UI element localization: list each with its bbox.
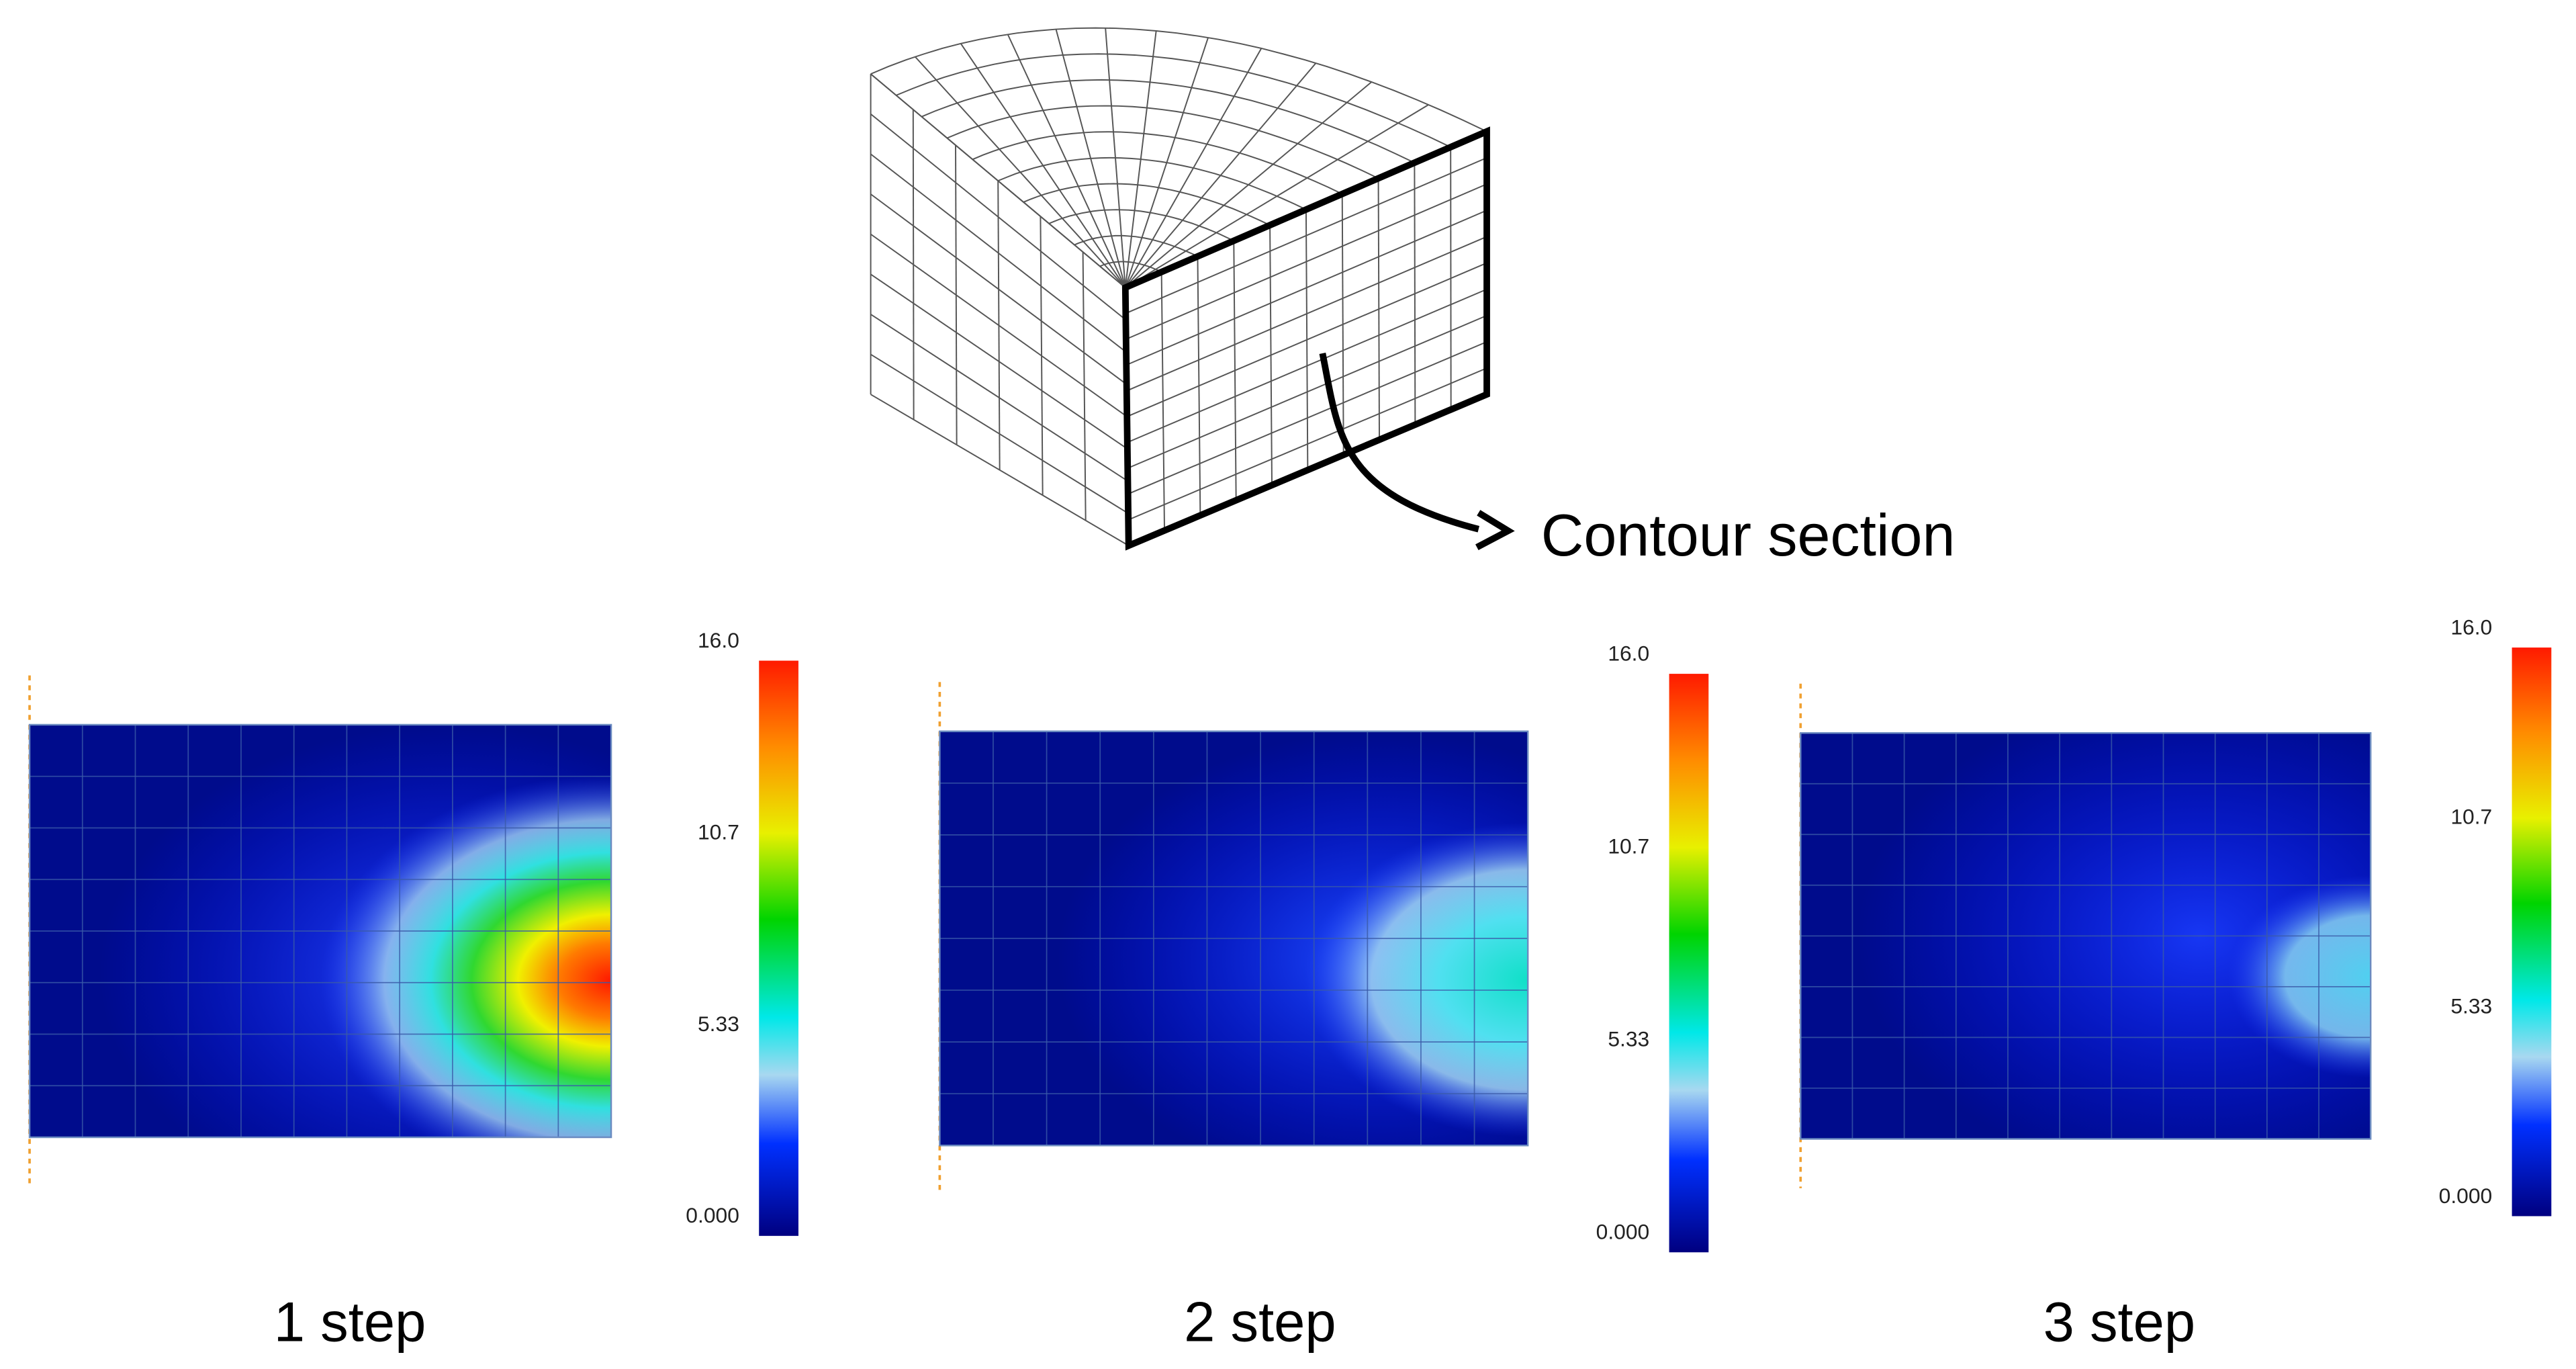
contour-panel: 16.0 10.7 5.33 0.000 1 step [28,628,798,1353]
mesh-line [1160,271,1166,531]
step-label: 3 step [2043,1290,2196,1353]
colorbar [759,660,798,1236]
colorbar-label: 0.000 [1596,1220,1650,1244]
mesh-arc [896,53,1451,148]
colorbar-label: 0.000 [2439,1184,2493,1208]
mesh-radial [960,43,1126,288]
mesh-line [997,181,1001,470]
mesh-arc [972,131,1343,195]
colorbar-label: 5.33 [1608,1027,1649,1051]
panels: 16.0 10.7 5.33 0.000 1 step 16.0 10.7 5.33 0.000… [28,615,2552,1353]
colorbar-label: 16.0 [698,628,739,652]
mesh-line [1414,163,1416,425]
arrow [1319,353,1480,533]
mesh-radial [915,56,1126,288]
mesh-line [1341,193,1344,455]
mesh-line [955,145,958,445]
contour-panel: 16.0 10.7 5.33 0.000 2 step [938,642,1709,1353]
mesh-arc [997,157,1307,210]
mesh-radial [1124,37,1209,288]
mesh-radial [1055,29,1126,288]
mesh-arc [946,105,1379,179]
mesh-grid [939,731,1528,1146]
mesh-line [1040,216,1044,496]
mesh-radial [1007,34,1126,288]
contour-panel: 16.0 10.7 5.33 0.000 3 step [1799,615,2552,1353]
mesh-radial [1124,30,1157,288]
colorbar-label: 5.33 [2450,994,2492,1018]
contour-border [1800,732,2372,1140]
arrow-head [1475,510,1515,551]
contour-border [939,730,1529,1147]
mesh-arc [870,27,1487,132]
mesh-line [1233,240,1237,500]
colorbar-label: 16.0 [2450,615,2492,639]
mesh-grid [30,724,612,1138]
colorbar-label: 10.7 [2450,805,2492,829]
colorbar [1669,674,1709,1253]
contour-border [28,723,612,1139]
mesh-line [1269,225,1273,486]
annotation-label: Contour section [1541,502,1956,568]
colorbar-label: 16.0 [1608,642,1649,666]
mesh-radial [1125,81,1373,288]
mesh-line [1197,256,1201,516]
mesh-grid [1800,733,2371,1139]
mesh-line [1305,209,1309,470]
mesh-radial [1125,62,1317,288]
mesh-line [912,109,915,420]
colorbar [2512,647,2552,1217]
colorbar-label: 10.7 [698,820,739,844]
mesh-radial [1125,104,1429,288]
colorbar-label: 10.7 [1608,834,1649,858]
step-label: 1 step [274,1290,426,1353]
mesh-radial [1105,28,1126,288]
colorbar-label: 0.000 [686,1203,739,1227]
colorbar-label: 5.33 [698,1012,739,1036]
mesh-radial [1124,48,1262,288]
mesh-line [1082,252,1087,521]
mesh-model [870,27,1490,551]
step-label: 2 step [1184,1290,1336,1353]
contour-section-outline [1121,126,1490,551]
